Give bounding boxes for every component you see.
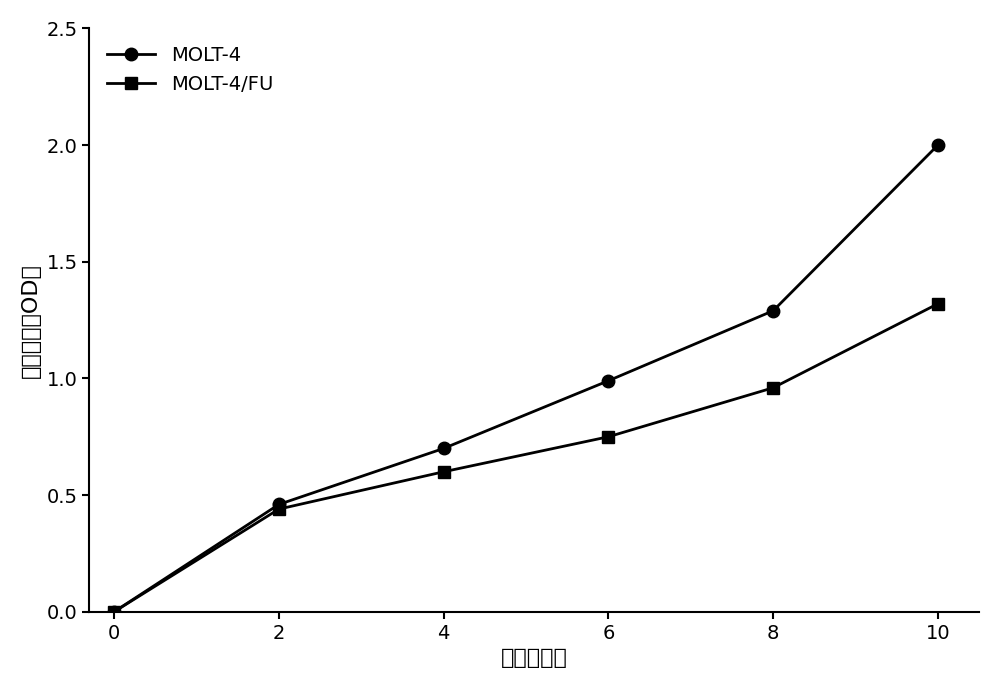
MOLT-4 [602, 377, 614, 385]
MOLT-4 [767, 307, 779, 315]
Line: MOLT-4: MOLT-4 [108, 138, 944, 618]
Y-axis label: 光吸收值（OD）: 光吸收值（OD） [21, 263, 41, 378]
Line: MOLT-4/FU: MOLT-4/FU [108, 298, 944, 618]
MOLT-4 [108, 608, 120, 616]
MOLT-4 [438, 444, 450, 453]
MOLT-4 [273, 500, 285, 508]
MOLT-4 [932, 141, 944, 149]
MOLT-4/FU [108, 608, 120, 616]
MOLT-4/FU [602, 433, 614, 441]
MOLT-4/FU [767, 384, 779, 392]
MOLT-4/FU [932, 300, 944, 308]
X-axis label: 时间（天）: 时间（天） [501, 648, 568, 668]
MOLT-4/FU [273, 505, 285, 513]
Legend: MOLT-4, MOLT-4/FU: MOLT-4, MOLT-4/FU [99, 38, 281, 101]
MOLT-4/FU [438, 468, 450, 476]
